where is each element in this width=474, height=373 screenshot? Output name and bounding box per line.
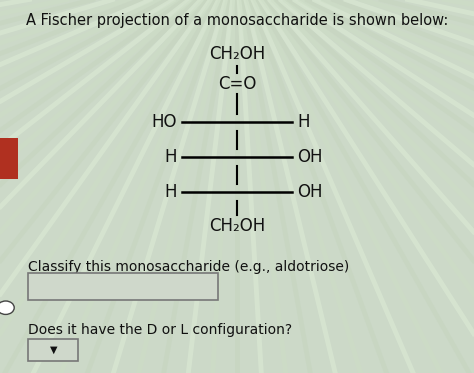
Circle shape (0, 301, 14, 314)
Bar (0, 138, 18, 179)
Text: H: H (164, 184, 177, 201)
Text: H: H (297, 113, 310, 131)
Text: OH: OH (297, 184, 323, 201)
Bar (28, 339, 78, 361)
Text: HO: HO (151, 113, 177, 131)
Text: OH: OH (297, 148, 323, 166)
Text: Does it have the D or L configuration?: Does it have the D or L configuration? (28, 323, 292, 337)
Text: C=O: C=O (218, 75, 256, 93)
Bar (28, 273, 218, 300)
Text: ▼: ▼ (50, 345, 57, 355)
Text: CH₂OH: CH₂OH (209, 45, 265, 63)
Text: A Fischer projection of a monosaccharide is shown below:: A Fischer projection of a monosaccharide… (26, 13, 448, 28)
Text: Classify this monosaccharide (e.g., aldotriose): Classify this monosaccharide (e.g., aldo… (28, 260, 350, 274)
Text: CH₂OH: CH₂OH (209, 217, 265, 235)
Text: H: H (164, 148, 177, 166)
